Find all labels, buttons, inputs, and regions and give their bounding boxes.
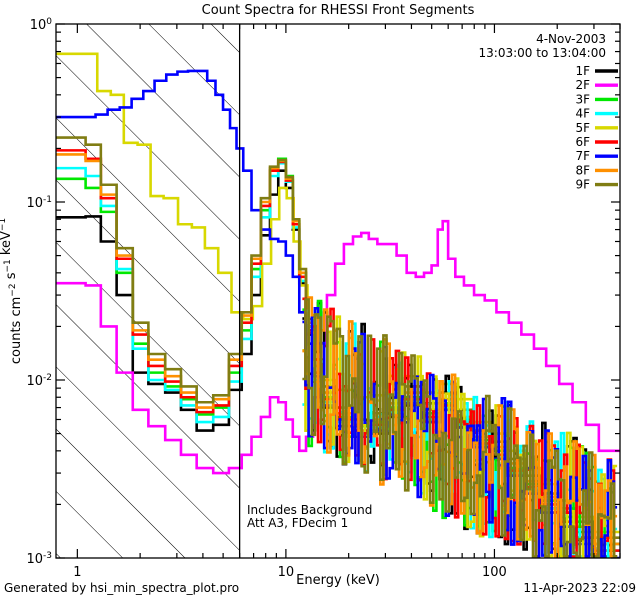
x-tick-label: 1 — [73, 565, 81, 580]
series-line-7f — [56, 69, 620, 558]
series-group — [56, 52, 620, 558]
axis-ticks — [56, 23, 621, 559]
legend-date: 4-Nov-2003 — [536, 32, 606, 46]
axis-tick-labels: 1 10 100 100 10-1 10-2 10-3 — [26, 17, 506, 580]
hatched-exclusion-band — [56, 24, 240, 558]
legend-label-8f[interactable]: 8F — [575, 163, 590, 177]
series-noise-9f — [302, 298, 618, 558]
y-tick-label: 10-1 — [26, 195, 52, 211]
legend-label-1f[interactable]: 1F — [575, 64, 590, 78]
legend-time-range: 13:03:00 to 13:04:00 — [479, 46, 606, 60]
legend-label-9f[interactable]: 9F — [575, 178, 590, 192]
legend-label-6f[interactable]: 6F — [575, 135, 590, 149]
y-tick-label: 10-2 — [26, 373, 52, 389]
annotation-attenuator: Att A3, FDecim 1 — [247, 516, 348, 530]
y-tick-label: 100 — [30, 17, 53, 33]
x-tick-label: 100 — [482, 565, 507, 580]
plot-frame — [55, 23, 621, 559]
x-axis-label: Energy (keV) — [296, 573, 380, 588]
annotation-includes-background: Includes Background — [247, 503, 372, 517]
legend-label-2f[interactable]: 2F — [575, 78, 590, 92]
footer-generator: Generated by hsi_min_spectra_plot.pro — [4, 581, 239, 595]
y-tick-label: 10-3 — [26, 551, 52, 567]
series-line-2f — [56, 219, 620, 475]
legend-label-3f[interactable]: 3F — [575, 92, 590, 106]
footer-timestamp: 11-Apr-2023 22:09 — [523, 581, 636, 595]
legend-label-4f[interactable]: 4F — [575, 107, 590, 121]
y-axis-label: counts cm−2 s−1 keV−1 — [0, 218, 24, 364]
y-axis-label-text: counts cm−2 s−1 keV−1 — [0, 218, 24, 364]
legend-label-5f[interactable]: 5F — [575, 121, 590, 135]
x-tick-label: 10 — [278, 565, 295, 580]
chart-title: Count Spectra for RHESSI Front Segments — [202, 3, 475, 18]
legend-label-7f[interactable]: 7F — [575, 149, 590, 163]
